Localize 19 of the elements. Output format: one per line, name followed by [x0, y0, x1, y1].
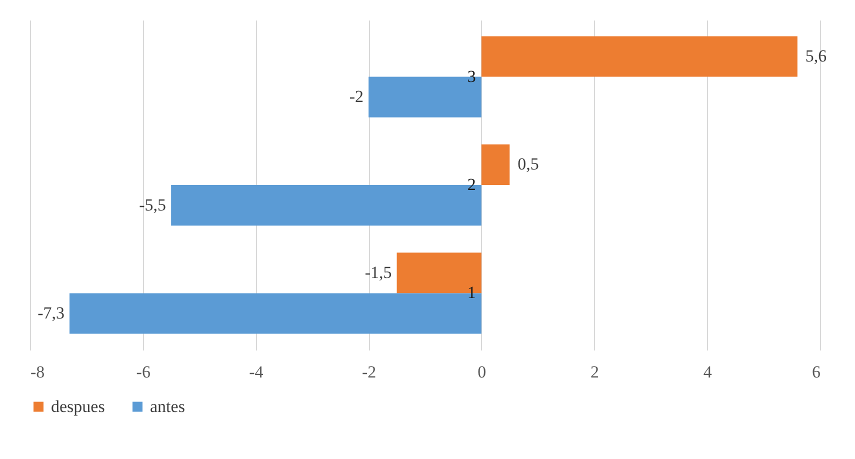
data-label: -7,3: [38, 303, 64, 322]
data-label: -5,5: [139, 195, 166, 214]
x-tick-label: -8: [30, 362, 45, 382]
x-tick-label: -4: [249, 362, 264, 382]
data-label: -1,5: [364, 262, 392, 282]
legend-label: antes: [150, 396, 185, 416]
bar: [481, 144, 510, 185]
x-tick-label: -6: [136, 362, 150, 382]
x-tick-label: 0: [478, 362, 486, 382]
x-tick-label: -2: [362, 362, 376, 382]
x-tick-label: 4: [703, 362, 712, 382]
x-tick-label: 6: [812, 362, 820, 382]
data-label: 0,5: [518, 154, 539, 174]
data-label: -2: [349, 87, 364, 106]
x-tick-label: 2: [590, 362, 600, 382]
bar: [481, 36, 798, 77]
legend-label: despues: [51, 396, 105, 416]
y-tick-label: 3: [467, 66, 476, 86]
data-label: 5,6: [805, 46, 827, 66]
